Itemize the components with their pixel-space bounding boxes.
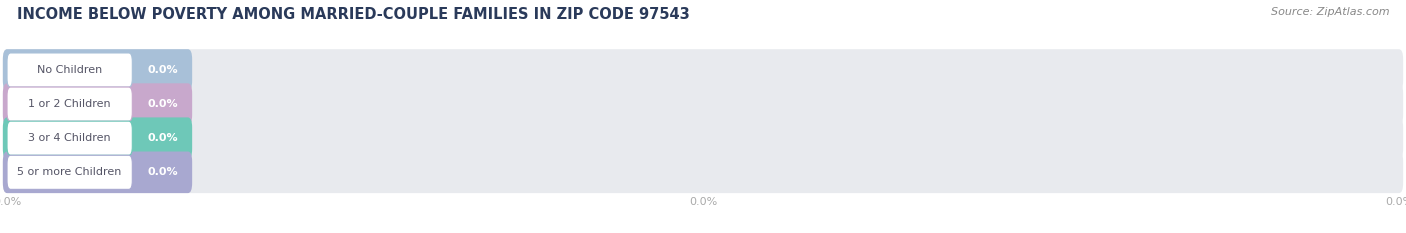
FancyBboxPatch shape: [7, 53, 132, 87]
FancyBboxPatch shape: [7, 121, 132, 155]
FancyBboxPatch shape: [3, 117, 193, 159]
Text: 0.0%: 0.0%: [148, 167, 179, 177]
Text: INCOME BELOW POVERTY AMONG MARRIED-COUPLE FAMILIES IN ZIP CODE 97543: INCOME BELOW POVERTY AMONG MARRIED-COUPL…: [17, 7, 689, 22]
FancyBboxPatch shape: [7, 155, 132, 189]
FancyBboxPatch shape: [3, 83, 1403, 125]
FancyBboxPatch shape: [3, 117, 1403, 159]
Text: 5 or more Children: 5 or more Children: [17, 167, 122, 177]
Text: No Children: No Children: [37, 65, 103, 75]
Text: 3 or 4 Children: 3 or 4 Children: [28, 133, 111, 143]
FancyBboxPatch shape: [3, 151, 193, 193]
Text: 1 or 2 Children: 1 or 2 Children: [28, 99, 111, 109]
FancyBboxPatch shape: [3, 83, 193, 125]
FancyBboxPatch shape: [7, 87, 132, 121]
Text: Source: ZipAtlas.com: Source: ZipAtlas.com: [1271, 7, 1389, 17]
Text: 0.0%: 0.0%: [148, 99, 179, 109]
FancyBboxPatch shape: [3, 49, 1403, 91]
FancyBboxPatch shape: [3, 151, 1403, 193]
FancyBboxPatch shape: [3, 49, 193, 91]
Text: 0.0%: 0.0%: [148, 133, 179, 143]
Text: 0.0%: 0.0%: [148, 65, 179, 75]
